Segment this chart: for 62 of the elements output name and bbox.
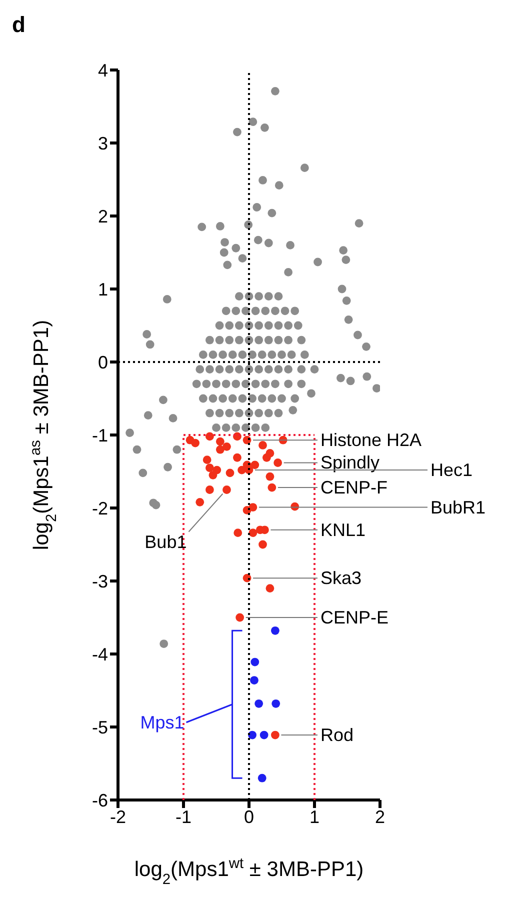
annotation: Ska3 (320, 568, 362, 588)
point (196, 498, 204, 506)
point (250, 658, 260, 666)
point (268, 483, 276, 492)
y-tick-label: 3 (98, 133, 108, 154)
y-tick-label: -6 (92, 790, 108, 810)
point (238, 466, 246, 474)
annotation: Bub1 (144, 532, 187, 552)
annotation: BubR1 (430, 497, 486, 518)
y-tick-label: 1 (98, 279, 108, 300)
annotation: Hec1 (430, 460, 473, 480)
x-tick-label: 2 (374, 806, 386, 827)
y-tick-label: -1 (92, 425, 108, 446)
y-tick-label: 2 (98, 206, 108, 226)
point (258, 774, 266, 782)
annotation: CENP-E (320, 608, 389, 628)
point (191, 438, 200, 448)
point (272, 699, 280, 708)
point (266, 472, 274, 481)
point (206, 432, 214, 441)
point (248, 528, 258, 538)
x-tick-label: 0 (244, 806, 254, 827)
annotation: Histone H2A (320, 430, 422, 450)
point (208, 470, 218, 480)
point (216, 437, 224, 446)
y-tick-label: 0 (98, 352, 108, 372)
point (206, 464, 214, 472)
annotation: CENP-F (320, 478, 388, 498)
point (248, 730, 256, 740)
legend-label: Mps1 (140, 712, 184, 732)
annotation: KNL1 (320, 520, 366, 540)
y-tick-label: -3 (92, 571, 108, 592)
point (222, 442, 231, 451)
annotation: Rod (320, 725, 354, 746)
point (271, 730, 280, 740)
point (258, 540, 267, 549)
annotation: Spindly (320, 452, 380, 473)
point (233, 453, 242, 462)
y-tick-label: 4 (98, 60, 108, 80)
point (236, 613, 244, 622)
point (250, 676, 258, 684)
point (266, 584, 274, 592)
x-tick-label: -1 (175, 806, 192, 827)
point (258, 441, 267, 450)
x-tick-label: 1 (309, 806, 320, 827)
point (206, 486, 214, 494)
point (260, 730, 268, 740)
y-tick-label: -4 (92, 644, 108, 664)
chart-title: d (12, 12, 26, 37)
y-tick-label: -5 (92, 717, 108, 738)
point (271, 626, 280, 635)
point (226, 468, 234, 478)
y-tick-label: -2 (92, 498, 108, 518)
x-axis-title: log$_{2}$(Mps1$^{wt}$ ± 3MB-PP1) (134, 856, 364, 888)
point (262, 453, 271, 462)
point (234, 528, 242, 538)
point (250, 460, 260, 470)
point (274, 458, 282, 467)
point (216, 445, 224, 454)
point (254, 699, 264, 708)
point (202, 456, 212, 464)
point (222, 486, 231, 494)
